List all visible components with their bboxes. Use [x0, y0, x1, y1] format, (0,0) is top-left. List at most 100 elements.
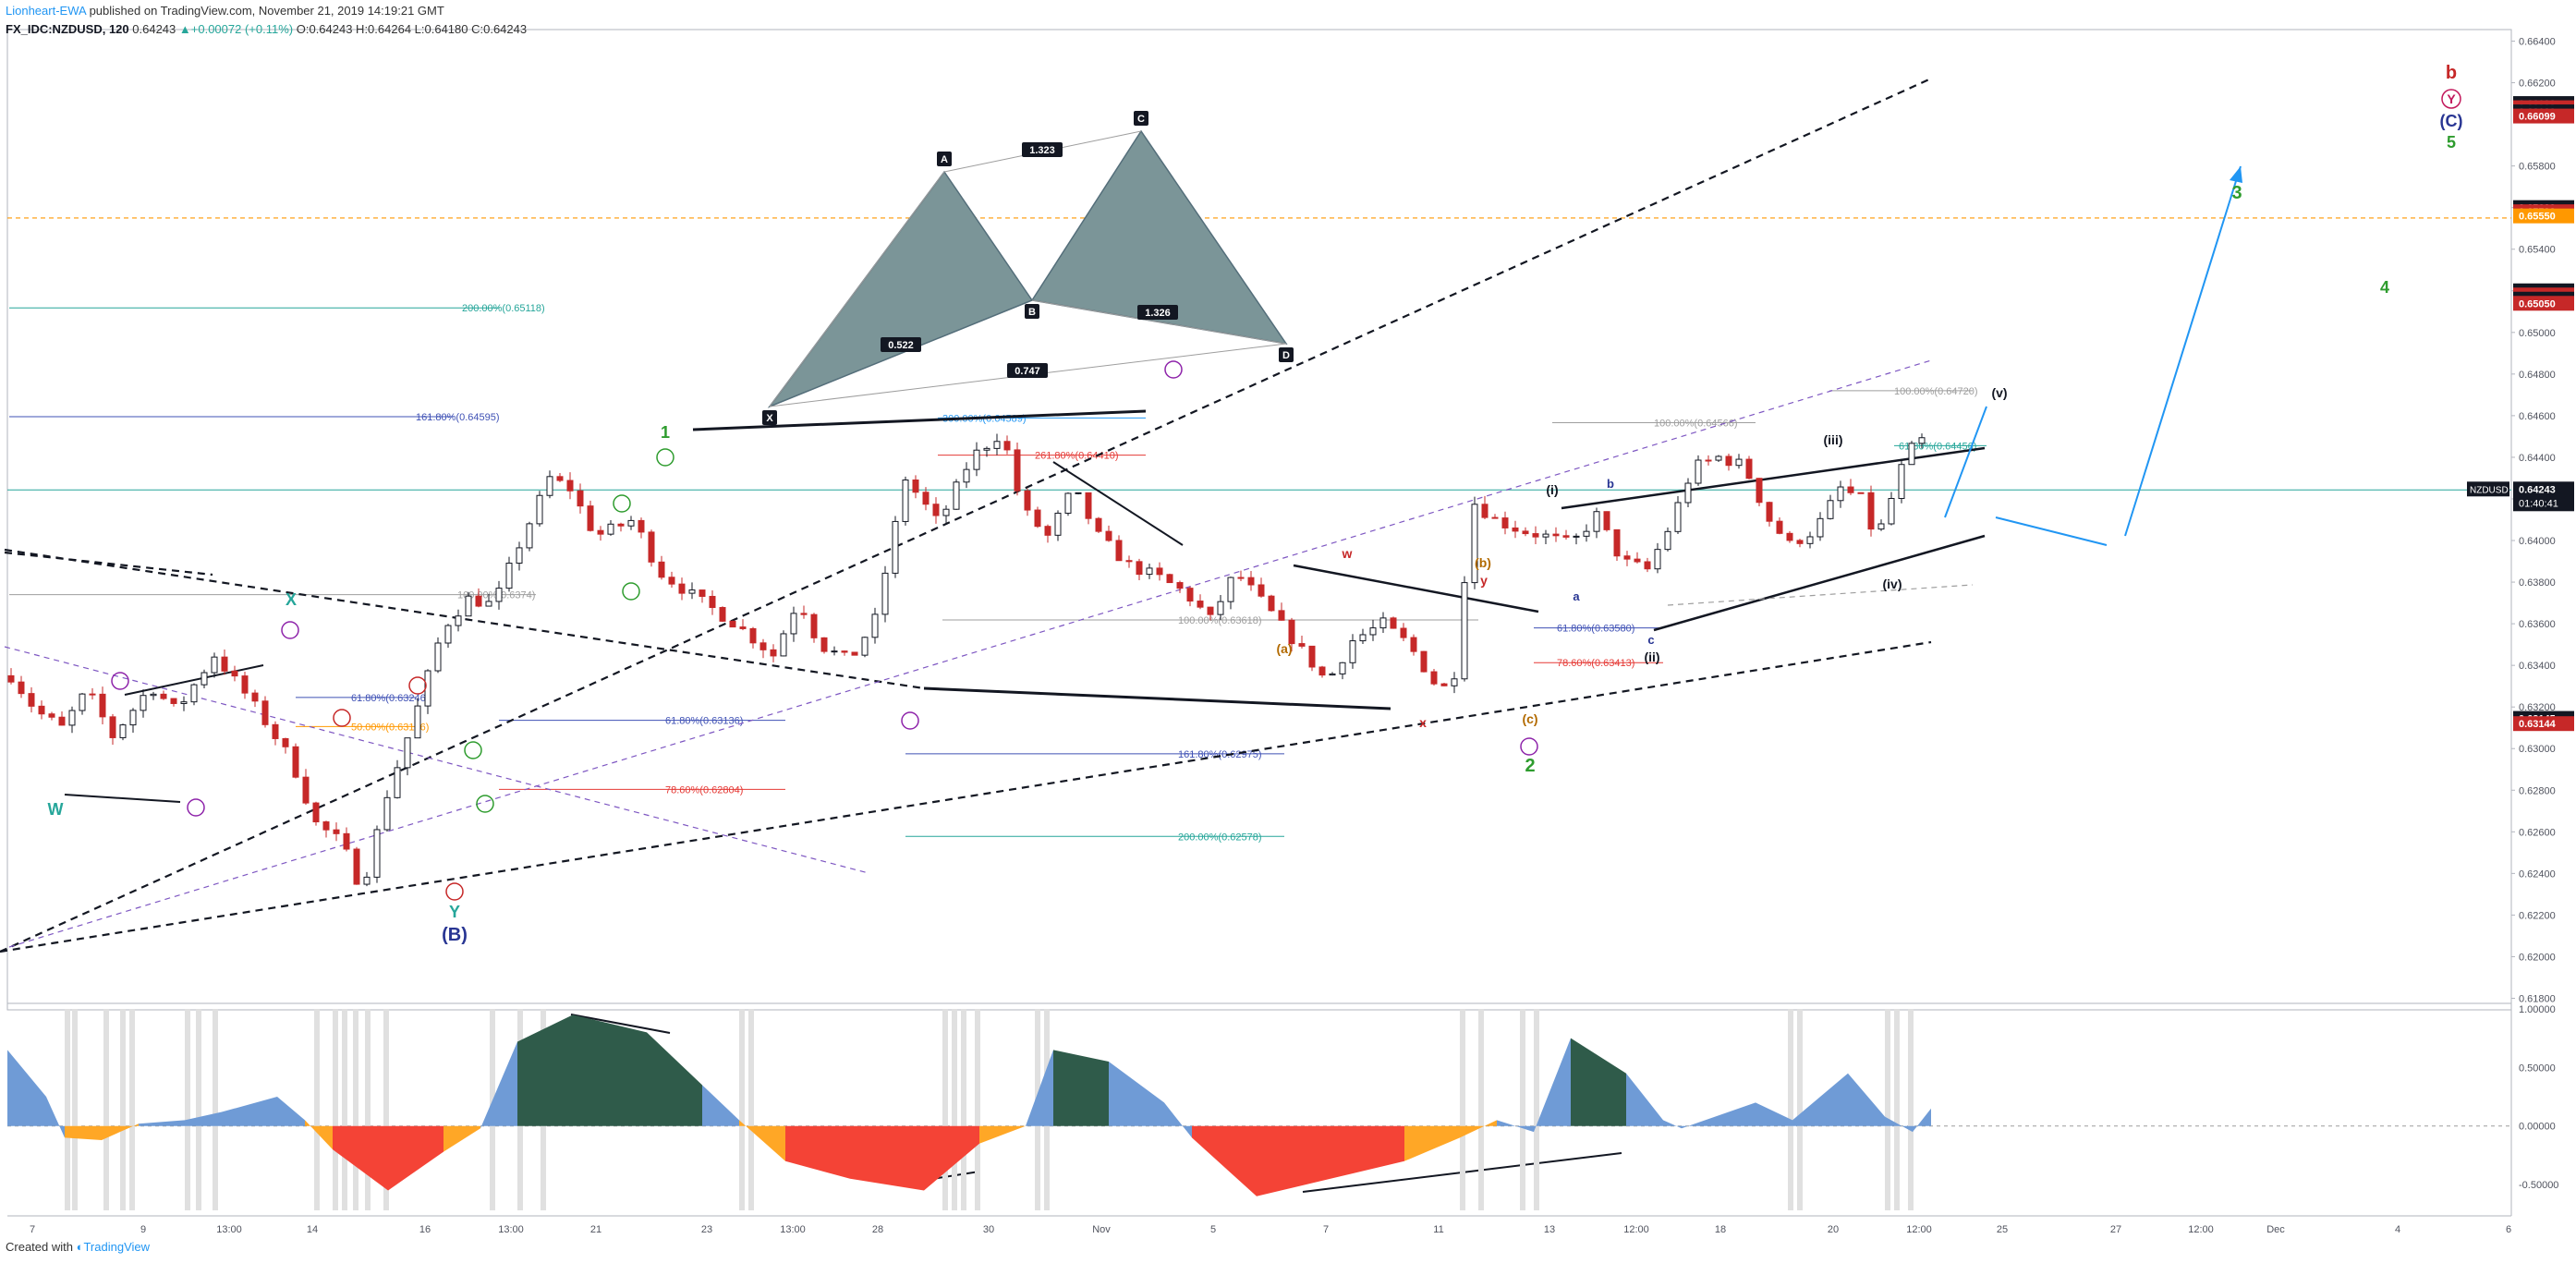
wave-marker-circle	[901, 711, 919, 730]
candle	[1705, 459, 1712, 462]
osc-segment	[1848, 1073, 1885, 1126]
time-tick-label: 11	[1433, 1224, 1443, 1235]
candle	[1674, 502, 1682, 532]
candle	[1400, 627, 1407, 638]
candle	[1054, 512, 1062, 536]
wave-circle	[2441, 89, 2461, 109]
candle	[1512, 527, 1519, 532]
osc-segment	[305, 1120, 333, 1150]
candle	[1197, 601, 1204, 608]
candle	[861, 637, 869, 656]
tradingview-logo-icon[interactable]: ◐	[76, 1240, 84, 1254]
fib-label: 61.80%(0.63246)	[351, 693, 429, 704]
wave-marker-circle	[333, 709, 351, 727]
support-line	[923, 686, 1391, 710]
candle	[1827, 500, 1834, 519]
wave-label: Y	[449, 903, 460, 921]
osc-segment	[850, 1125, 924, 1191]
osc-band	[65, 1009, 70, 1210]
time-tick-label: 4	[2395, 1224, 2400, 1235]
candle	[709, 595, 716, 609]
current-price-box	[2513, 481, 2574, 512]
candle	[1115, 540, 1123, 562]
grey-dashed-line	[1667, 584, 1974, 606]
fib-label: 100.00%(0.64566)	[1654, 419, 1738, 430]
symbol-tag	[2467, 481, 2509, 497]
w-trend-line	[1293, 564, 1539, 613]
author-link[interactable]: Lionheart-EWA	[6, 4, 86, 18]
candle	[1847, 486, 1854, 493]
price-axis[interactable]: 0.664000.662000.658000.656000.654000.652…	[2467, 37, 2574, 1192]
candle	[1461, 582, 1468, 680]
candle	[780, 633, 787, 657]
wave-label: (ii)	[1644, 650, 1659, 664]
candle	[444, 625, 452, 644]
publish-line: Lionheart-EWA published on TradingView.c…	[6, 2, 527, 20]
osc-segment	[222, 1097, 277, 1126]
time-tick-label: 5	[1210, 1224, 1216, 1235]
harmonic-guide	[1031, 299, 1287, 345]
candle	[577, 490, 584, 507]
time-tick-label: 7	[1323, 1224, 1329, 1235]
harmonic-point-label: X	[766, 413, 773, 424]
candle	[1725, 455, 1732, 467]
candle	[1146, 567, 1153, 576]
candle	[1105, 530, 1112, 541]
candle	[1095, 517, 1102, 532]
price-label-box	[2513, 108, 2574, 124]
candle	[7, 674, 15, 683]
osc-segment	[1756, 1102, 1792, 1126]
projection-arrow-3	[2124, 165, 2242, 537]
candle	[678, 583, 686, 594]
candle	[1918, 437, 1926, 444]
osc-band	[748, 1009, 754, 1210]
candle	[1125, 560, 1133, 563]
candle	[261, 700, 269, 725]
created-with-label: Created with	[6, 1240, 73, 1254]
fib-label: 100.00%(0.63618)	[1178, 615, 1262, 626]
candle	[627, 519, 635, 527]
wedge-lower	[1653, 534, 1986, 632]
candle	[932, 504, 940, 516]
candle	[1857, 492, 1865, 494]
time-tick-label: 12:00	[1906, 1224, 1932, 1235]
chart-header: Lionheart-EWA published on TradingView.c…	[6, 2, 527, 39]
main-pane-frame	[6, 29, 2512, 1011]
harmonic-point-box	[1279, 347, 1294, 362]
candle	[973, 449, 980, 470]
channel-upper-dashed	[0, 77, 1932, 953]
osc-segment	[480, 1041, 517, 1129]
price-change: +0.00072 (+0.11%)	[190, 22, 294, 36]
candle	[688, 589, 696, 594]
current-price-text: 0.64243	[2519, 484, 2556, 495]
candle	[892, 520, 899, 574]
candle	[465, 595, 472, 617]
symbol-tag-text: NZDUSD	[2470, 485, 2509, 495]
candle	[1288, 619, 1295, 645]
candle	[58, 716, 66, 726]
osc-segment	[1913, 1108, 1931, 1133]
fib-label: 61.80%(0.63580)	[1557, 624, 1634, 635]
harmonic-ratio-label: 1.326	[1145, 308, 1171, 319]
time-tick-label: 13:00	[216, 1224, 242, 1235]
time-axis[interactable]: 7 9 13:00 14 16 13:00 21 23 13:00 28 30 Nov 5 7 11 13 12…	[30, 1224, 2511, 1235]
wave-marker-circle	[656, 448, 674, 467]
candle	[373, 829, 381, 878]
candle	[1247, 577, 1255, 586]
wave-label: (B)	[442, 925, 468, 945]
osc-band	[942, 1009, 948, 1210]
osc-band	[1478, 1009, 1484, 1210]
time-tick-label: 20	[1828, 1224, 1839, 1235]
wave-label: Y	[2447, 91, 2456, 106]
candle	[1573, 535, 1580, 538]
symbol-label[interactable]: FX_IDC:NZDUSD, 120	[6, 22, 129, 36]
candle	[1085, 492, 1092, 519]
arrowhead-3	[2230, 166, 2242, 183]
candle	[1075, 492, 1082, 494]
tradingview-link[interactable]: TradingView	[83, 1240, 151, 1254]
fib-label: 161.80%(0.64595)	[416, 412, 500, 423]
osc-band	[739, 1009, 745, 1210]
osc-segment	[1404, 1125, 1460, 1161]
change-arrow-icon: ▲	[178, 22, 191, 36]
